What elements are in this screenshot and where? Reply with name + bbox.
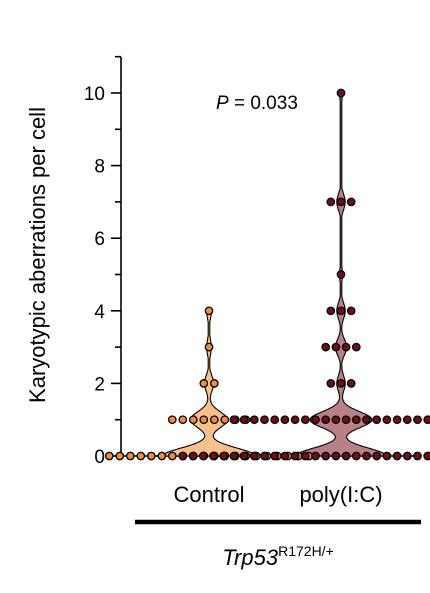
data-point [326,197,336,207]
data-point [311,451,320,461]
data-point [204,342,214,352]
data-point [204,306,214,316]
p-value-annotation: P = 0.033 [216,93,298,114]
data-point [402,415,412,425]
data-point [351,451,361,461]
data-point [326,379,336,388]
data-point [336,197,346,207]
y-tick-label: 4 [94,302,105,323]
data-point [382,415,392,425]
data-point [341,451,351,461]
data-point [229,415,239,425]
p-symbol: P [216,93,229,114]
data-point [321,451,331,461]
data-point [219,451,229,461]
data-point [372,451,382,461]
data-point [351,342,361,352]
data-point [392,415,402,425]
data-point [146,451,156,461]
data-point [341,415,351,425]
violin-control [162,310,256,457]
data-point [382,451,392,461]
data-point [336,306,346,316]
data-point [402,451,412,461]
data-point [423,415,430,425]
data-point [311,415,320,425]
data-point [300,451,310,461]
data-point [209,451,218,461]
group-label-main: Trp53 [222,545,279,570]
data-point [157,451,167,461]
data-point [270,451,280,461]
data-point [167,415,177,425]
data-point [136,451,146,461]
data-point [167,451,177,461]
group-label-superscript: R172H/+ [278,543,334,559]
data-point [321,342,331,352]
data-point [362,451,371,461]
y-tick-label: 6 [94,229,105,250]
data-point [209,415,219,425]
p-value-text: = 0.033 [229,93,298,114]
x-category-label: Control [174,482,245,507]
data-point [199,379,209,388]
data-point [372,415,382,425]
data-point [125,451,135,461]
data-point [260,451,269,461]
data-point [280,415,290,425]
data-point [249,451,259,461]
y-axis: 0 2 4 6 8 10 [84,55,415,468]
data-point [346,306,356,316]
data-point [346,197,356,207]
data-point [346,379,356,388]
data-point [188,415,198,425]
data-point [331,451,341,461]
data-point [331,415,341,425]
data-point [220,415,230,425]
data-point [199,415,209,425]
y-tick-label: 10 [84,84,105,105]
data-point [290,451,300,461]
data-point [351,415,361,425]
data-point [331,342,341,352]
data-point [362,415,371,425]
data-point [280,451,290,461]
x-axis-labels: Control poly(I:C) [174,482,383,507]
y-tick-label: 2 [94,374,105,395]
data-point [336,379,346,388]
data-point [229,451,239,461]
data-point [321,415,331,425]
y-tick-label: 8 [94,157,105,178]
data-point [178,415,188,425]
data-point [423,451,430,461]
data-point [413,415,422,425]
x-category-label: poly(I:C) [299,482,382,507]
data-point [392,451,402,461]
y-tick-label: 0 [94,447,105,468]
data-point [209,379,219,388]
data-point [115,451,125,461]
data-point [260,415,269,425]
data-point [341,342,351,352]
data-point [336,88,346,98]
data-point [413,451,422,461]
data-point [239,451,249,461]
data-point [336,270,346,279]
data-point [326,306,336,316]
y-axis-label: Karyotypic aberrations per cell [25,107,50,403]
data-point [270,415,280,425]
data-point [249,415,259,425]
data-point [104,451,114,461]
data-point [290,415,300,425]
data-points [104,88,430,461]
data-point [239,415,249,425]
data-point [188,451,198,461]
group-label: Trp53R172H/+ [222,543,334,570]
data-point [198,451,208,461]
data-point [300,415,310,425]
violins [162,92,387,457]
data-point [178,451,188,461]
